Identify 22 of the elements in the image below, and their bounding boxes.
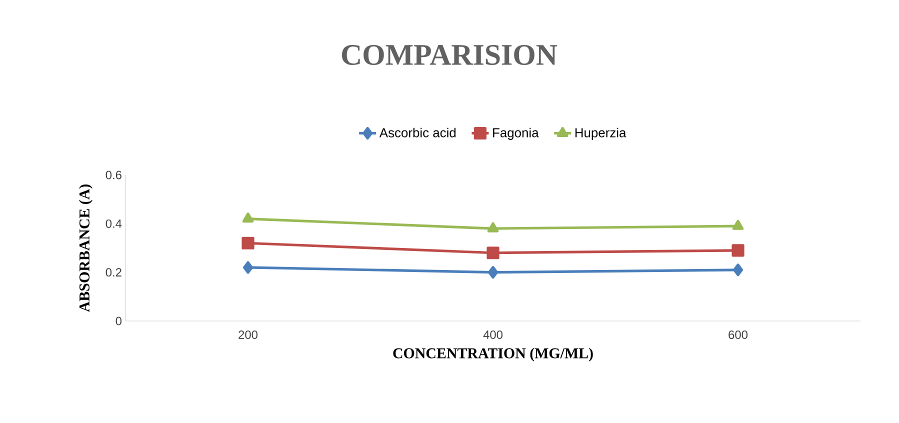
x-axis-title: CONCENTRATION (MG/ML)	[393, 348, 593, 362]
legend-label: Fagonia	[493, 128, 539, 140]
x-tick-label: 600	[728, 330, 748, 339]
y-tick-label: 0.6	[106, 170, 122, 180]
point	[242, 236, 254, 250]
y-tick-label: 0	[116, 316, 122, 326]
point	[488, 266, 498, 279]
y-tick-label: 0.2	[106, 268, 122, 277]
y-axis-title: ABSORBANCE (A)	[78, 184, 93, 312]
legend-label: Huperzia	[575, 128, 626, 140]
x-tick-label: 400	[483, 330, 503, 339]
point	[732, 244, 744, 257]
point	[732, 264, 744, 276]
y-tick-label: 0.4	[106, 219, 122, 228]
chart-title: COMPARISION	[342, 44, 558, 66]
point	[487, 222, 499, 232]
point	[732, 220, 744, 230]
point	[486, 246, 500, 260]
legend-label: Ascorbic acid	[379, 128, 456, 138]
point	[242, 261, 254, 274]
x-tick-label: 200	[238, 330, 258, 339]
point	[242, 212, 254, 223]
